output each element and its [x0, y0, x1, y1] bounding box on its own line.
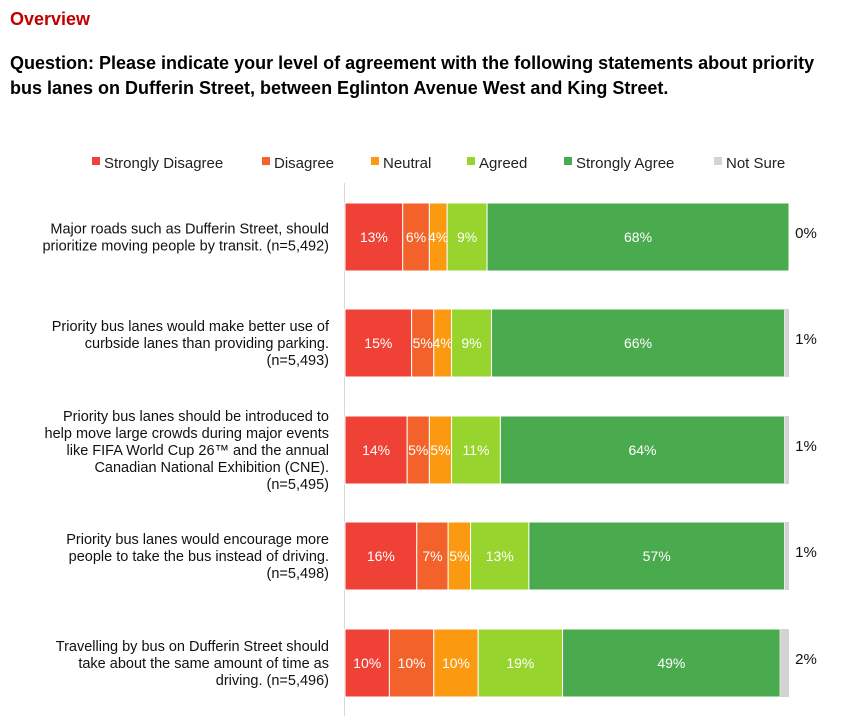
data-label-strongly-agree-3: 64% — [628, 442, 656, 458]
category-label-5-line-3: driving. (n=5,496) — [216, 673, 329, 689]
category-labels: Major roads such as Dufferin Street, sho… — [42, 222, 330, 690]
category-label-2-line-2: curbside lanes than providing parking. — [85, 336, 329, 352]
legend: Strongly Disagree Disagree Neutral Agreed St… — [92, 155, 785, 172]
legend-swatch-not-sure — [714, 157, 722, 165]
category-label-5-line-2: take about the same amount of time as — [78, 656, 329, 672]
question-text: Question: Please indicate your level of … — [10, 53, 815, 98]
category-label-4-line-2: people to take the bus instead of drivin… — [69, 549, 329, 565]
category-label-4-line-1: Priority bus lanes would encourage more — [66, 532, 329, 548]
bar-agreed-1 — [446, 202, 488, 272]
category-label-3-line-2: help move large crowds during major even… — [45, 426, 330, 442]
bar-not-sure-2 — [784, 309, 789, 377]
data-label-disagree-4: 7% — [422, 548, 442, 564]
legend-label-strongly-agree: Strongly Agree — [576, 155, 674, 172]
data-label-agreed-1: 9% — [457, 229, 477, 245]
category-label-1-line-2: prioritize moving people by transit. (n=… — [42, 239, 329, 255]
data-label-not-sure-3: 1% — [795, 438, 817, 455]
data-label-not-sure-5: 2% — [795, 651, 817, 668]
legend-swatch-strongly-disagree — [92, 157, 100, 165]
bar-agreed-2 — [451, 308, 493, 378]
bar-disagree-4 — [416, 521, 449, 591]
bar-strongly-agree-5 — [562, 628, 781, 698]
legend-swatch-agreed — [467, 157, 475, 165]
bar-strongly-disagree-4 — [344, 521, 418, 591]
data-label-strongly-disagree-4: 16% — [367, 548, 395, 564]
bars: 13% 6% 4% 9% 68% 0%15% 5% 4% 9% 66% 1%14% 5% 5% 11% 64… — [344, 202, 817, 698]
category-label-3-line-4: Canadian National Exhibition (CNE). — [94, 460, 329, 476]
data-label-neutral-5: 10% — [442, 655, 470, 671]
legend-label-disagree: Disagree — [274, 155, 334, 172]
data-label-strongly-agree-5: 49% — [657, 655, 685, 671]
legend-swatch-strongly-agree — [564, 157, 572, 165]
data-label-disagree-1: 6% — [406, 229, 426, 245]
data-label-agreed-4: 13% — [486, 548, 514, 564]
bar-agreed-4 — [470, 521, 530, 591]
data-label-disagree-2: 5% — [413, 335, 433, 351]
category-label-3-line-5: (n=5,495) — [267, 477, 329, 493]
data-label-neutral-3: 5% — [430, 442, 450, 458]
data-label-agreed-2: 9% — [461, 335, 481, 351]
category-label-3-line-1: Priority bus lanes should be introduced … — [63, 409, 329, 425]
bar-strongly-disagree-5 — [344, 628, 390, 698]
data-label-disagree-3: 5% — [408, 442, 428, 458]
legend-swatch-neutral — [371, 157, 379, 165]
bar-not-sure-5 — [780, 629, 789, 697]
legend-label-neutral: Neutral — [383, 155, 431, 172]
bar-neutral-5 — [433, 628, 479, 698]
category-label-4-line-3: (n=5,498) — [267, 566, 329, 582]
legend-label-agreed: Agreed — [479, 155, 527, 172]
category-label-1-line-1: Major roads such as Dufferin Street, sho… — [50, 222, 329, 238]
bar-strongly-agree-1 — [486, 202, 790, 272]
data-label-strongly-disagree-2: 15% — [364, 335, 392, 351]
data-label-not-sure-2: 1% — [795, 331, 817, 348]
bar-strongly-disagree-3 — [344, 415, 408, 485]
section-title: Overview — [10, 9, 91, 29]
data-label-strongly-disagree-1: 13% — [360, 229, 388, 245]
data-label-not-sure-4: 1% — [795, 544, 817, 561]
data-label-not-sure-1: 0% — [795, 225, 817, 242]
bar-not-sure-3 — [784, 416, 789, 484]
data-label-agreed-5: 19% — [506, 655, 534, 671]
category-label-3-line-3: like FIFA World Cup 26™ and the annual — [67, 443, 330, 459]
bar-agreed-3 — [451, 415, 501, 485]
data-label-neutral-1: 4% — [428, 229, 448, 245]
bar-strongly-agree-3 — [499, 415, 786, 485]
category-label-5-line-1: Travelling by bus on Dufferin Street sho… — [56, 639, 329, 655]
legend-swatch-disagree — [262, 157, 270, 165]
bar-agreed-5 — [477, 628, 564, 698]
data-label-strongly-disagree-5: 10% — [353, 655, 381, 671]
data-label-strongly-agree-2: 66% — [624, 335, 652, 351]
bar-strongly-agree-4 — [528, 521, 786, 591]
data-label-strongly-agree-1: 68% — [624, 229, 652, 245]
bar-strongly-agree-2 — [491, 308, 786, 378]
category-label-2-line-3: (n=5,493) — [267, 353, 329, 369]
bar-disagree-5 — [388, 628, 435, 698]
data-label-neutral-4: 5% — [449, 548, 469, 564]
legend-label-strongly-disagree: Strongly Disagree — [104, 155, 223, 172]
data-label-strongly-disagree-3: 14% — [362, 442, 390, 458]
bar-strongly-disagree-1 — [344, 202, 404, 272]
category-label-2-line-1: Priority bus lanes would make better use… — [52, 319, 330, 335]
legend-label-not-sure: Not Sure — [726, 155, 785, 172]
data-label-disagree-5: 10% — [398, 655, 426, 671]
data-label-agreed-3: 11% — [462, 442, 489, 458]
bar-not-sure-4 — [784, 522, 789, 590]
data-label-neutral-2: 4% — [433, 335, 453, 351]
data-label-strongly-agree-4: 57% — [643, 548, 671, 564]
bar-strongly-disagree-2 — [344, 308, 413, 378]
